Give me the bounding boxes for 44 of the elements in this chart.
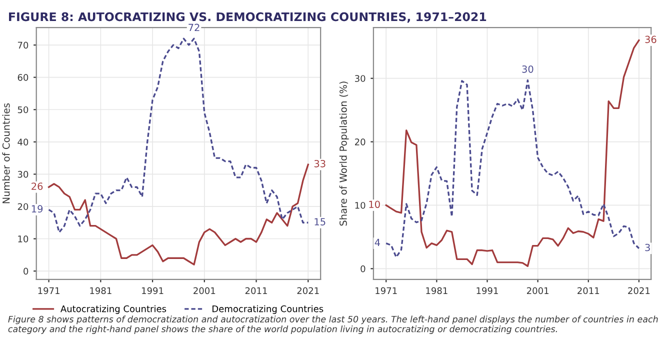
annotation: 33 [314,160,326,168]
line-series [48,38,309,234]
x-tick-label: 2011 [245,287,267,294]
y-tick-label: 70 [18,42,28,49]
line-series [385,39,640,267]
x-tick-label: 1981 [90,287,112,294]
x-tick-label: 2001 [526,287,548,294]
y-tick-label: 30 [18,170,28,178]
x-tick-label: 1991 [476,287,498,294]
annotation: 3 [645,244,650,252]
line-series [385,79,640,258]
chart-title: FIGURE 8: AUTOCRATIZING VS. DEMOCRATIZING COUNTRIES, 1971–2021 [9,12,486,23]
legend-label: Autocratizing Countries [60,305,166,314]
x-tick-label: 1991 [142,287,164,294]
annotation: 30 [522,65,534,73]
y-axis-title: Number of Countries [2,103,10,204]
x-tick-label: 1971 [376,287,397,294]
y-tick-label: 50 [18,106,28,114]
annotation: 15 [314,218,326,226]
y-tick-label: 60 [18,74,28,81]
y-tick-label: 20 [355,138,366,146]
y-axis-title: Share of World Population (%) [339,82,349,226]
x-tick-label: 2001 [194,287,216,294]
annotation: 72 [188,24,200,31]
y-tick-label: 10 [18,235,28,242]
y-tick-label: 30 [355,75,366,82]
y-tick-label: 0 [24,268,28,275]
x-tick-label: 1971 [38,287,60,294]
annotation: 10 [369,200,380,208]
annotation: 4 [374,238,380,246]
x-tick-label: 2021 [297,287,319,294]
x-tick-label: 2011 [578,287,600,294]
line-series [48,164,309,266]
y-tick-label: 20 [18,203,28,210]
legend-label: Democratizing Countries [212,305,324,314]
annotation: 36 [645,36,656,44]
caption: Figure 8 shows patterns of democratization and autocratization over the last 50 years. The left-hand panel displays the number of countries in each category and the right-hand panel shows the share of the world population living in autocratizing or democratizing countries. [8,316,658,334]
x-tick-label: 2021 [628,287,650,294]
y-tick-label: 0 [360,265,366,272]
annotation: 19 [32,205,43,213]
x-tick-label: 1981 [426,287,448,294]
annotation: 26 [32,182,43,190]
y-tick-label: 10 [355,202,366,209]
y-tick-label: 40 [18,138,28,146]
